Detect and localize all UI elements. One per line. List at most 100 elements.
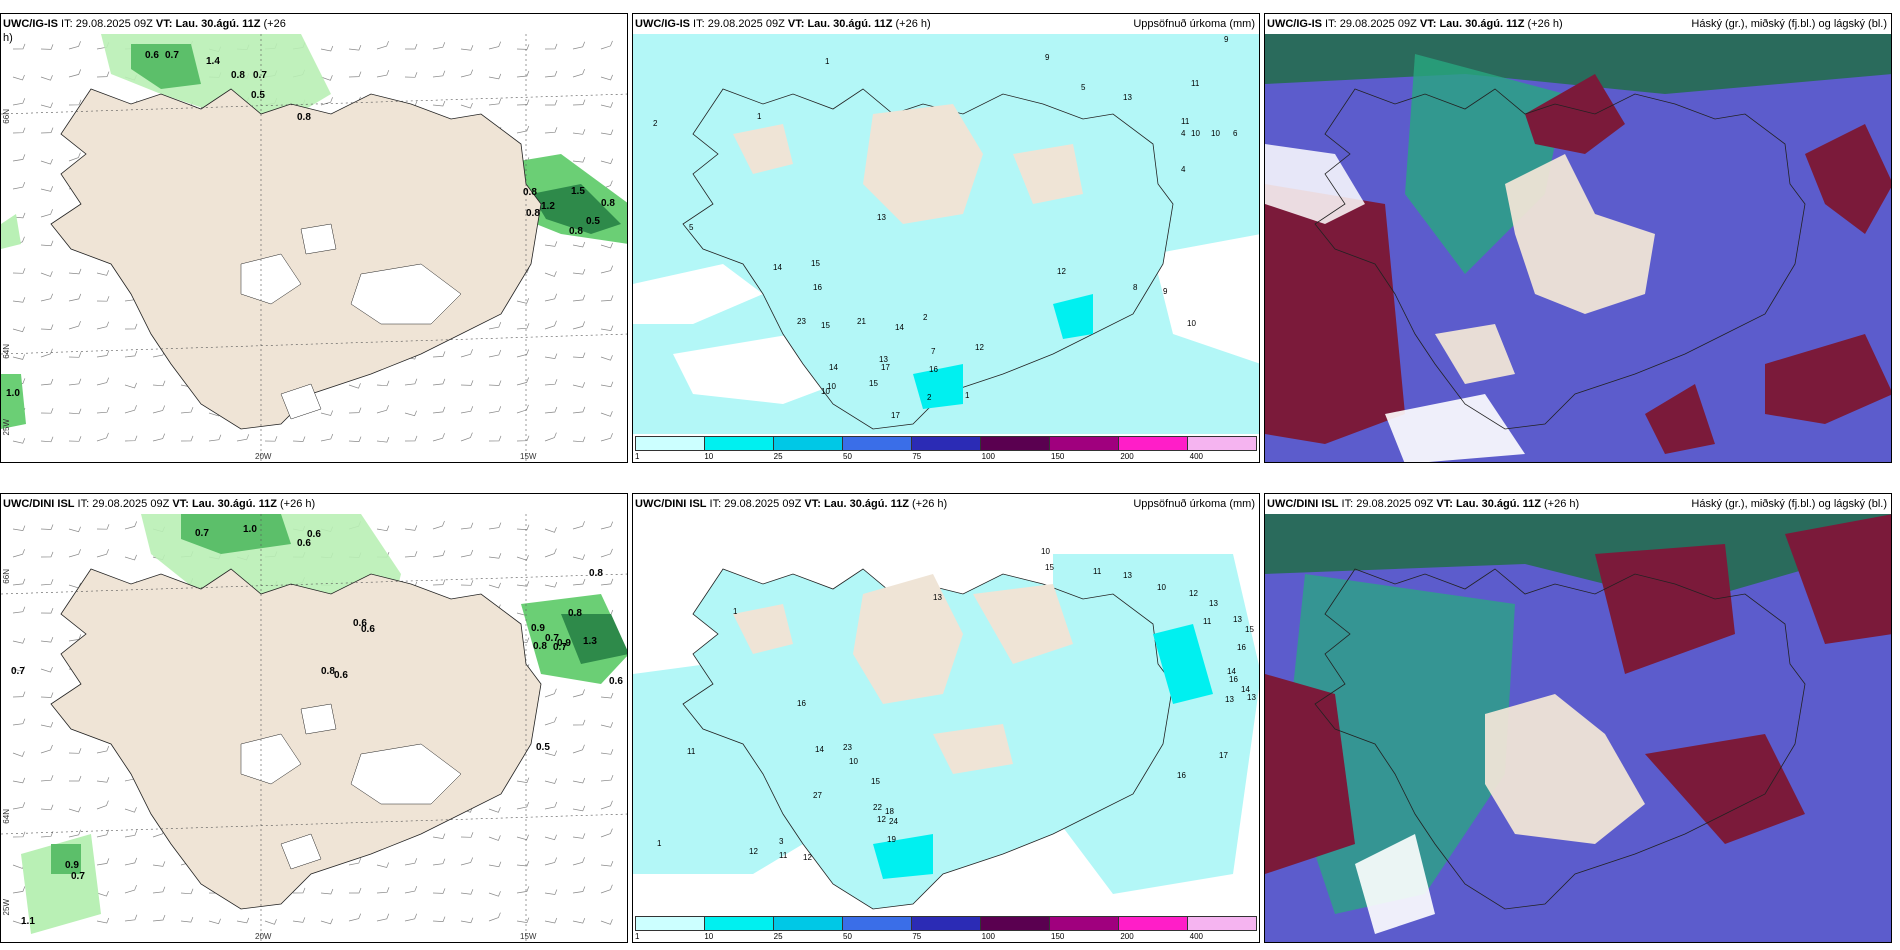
wind-barb [96, 296, 110, 302]
colorbar-swatch [912, 437, 981, 450]
colorbar-swatch [1119, 917, 1188, 930]
wind-barb [12, 154, 26, 162]
wind-barb [544, 581, 558, 588]
precip-value-label: 13 [1209, 599, 1218, 608]
wind-barb [572, 99, 586, 106]
colorbar-label: 50 [843, 452, 852, 461]
precip-value-label: 1.4 [206, 56, 220, 67]
wind-barb [96, 777, 110, 783]
wind-barb [544, 353, 558, 359]
wind-barb [348, 913, 362, 922]
wind-barb [572, 241, 586, 248]
colorbar-swatch [1188, 917, 1256, 930]
colorbar-label: 150 [1051, 452, 1065, 461]
wind-barb [488, 891, 501, 897]
panel-header: UWC/IG-IS IT: 29.08.2025 09Z VT: Lau. 30… [633, 14, 1259, 34]
precip-value-label: 0.7 [545, 633, 559, 644]
wind-barb [68, 806, 81, 813]
precip-value-label: 0.6 [353, 618, 367, 629]
precip-value-label: 10 [1191, 129, 1200, 138]
wind-barb [516, 404, 529, 414]
wind-barb [432, 550, 446, 558]
wind-barb [544, 801, 558, 810]
wind-barb [320, 410, 334, 416]
colorbar-swatch [981, 917, 1050, 930]
wind-barb [40, 127, 54, 134]
wind-barb [376, 40, 389, 50]
wind-barb [544, 241, 558, 247]
colorbar-label: 1 [635, 932, 640, 941]
wind-barb [404, 378, 418, 386]
wind-barb [124, 323, 138, 330]
wind-barb [544, 271, 557, 277]
wind-barb [460, 380, 474, 386]
wind-barb [12, 525, 26, 531]
colorbar-swatch [1050, 917, 1119, 930]
precip-value-label: 12 [1057, 267, 1066, 276]
lon-label-15w: 15W [520, 452, 537, 461]
wind-barb [600, 433, 613, 442]
colorbar-swatch [1050, 437, 1119, 450]
wind-barb [40, 721, 54, 728]
precip-value-label: 24 [889, 817, 898, 826]
wind-barb [488, 522, 502, 530]
wind-barb [12, 268, 26, 274]
precip-value-label: 0.8 [321, 666, 335, 677]
wind-barb [572, 321, 586, 330]
precip-value-label: 0.7 [553, 642, 567, 653]
wind-barb [572, 436, 586, 443]
wind-barb [40, 775, 54, 782]
lat-label-25w: 25W [2, 899, 11, 916]
precip-value-label: 0.5 [251, 90, 265, 101]
wind-barb [124, 914, 138, 922]
wind-barb [124, 382, 137, 389]
wind-barb [40, 666, 53, 673]
precip-value-label: 0.9 [531, 623, 545, 634]
colorbar-label: 1 [635, 452, 640, 461]
wind-barb [40, 378, 54, 386]
wind-barb [68, 408, 82, 415]
colorbar-label: 150 [1051, 932, 1065, 941]
wind-barb [572, 578, 586, 586]
wind-barb [544, 834, 557, 841]
precip-value-label: 12 [749, 847, 758, 856]
wind-barb [292, 436, 306, 442]
wind-barb [376, 69, 390, 78]
precip-value-label: 0.8 [523, 187, 537, 198]
colorbar-swatch [981, 437, 1050, 450]
wind-barb [236, 434, 250, 442]
precip-value-label: 16 [797, 699, 806, 708]
colorbar-label: 10 [704, 932, 714, 941]
wind-barb [320, 45, 334, 52]
precip-values: 1015111310121311131516121416131413171611… [657, 547, 1256, 862]
wind-barb [12, 802, 26, 810]
wind-barb [68, 378, 82, 386]
wind-barb [376, 436, 390, 443]
wind-barb [516, 99, 530, 106]
wind-barb [572, 917, 586, 924]
colorbar-label: 75 [912, 932, 922, 941]
precip-value-label: 21 [857, 317, 866, 326]
wind-barb [12, 638, 26, 644]
wind-barb [152, 433, 166, 442]
precip-value-label: 1.0 [243, 524, 257, 535]
wind-barb [292, 917, 306, 923]
precip-value-label: 11 [1191, 79, 1200, 88]
colorbar-label: 10 [704, 452, 714, 461]
wind-barb [40, 692, 54, 698]
wind-barb [376, 887, 390, 894]
wind-barb [488, 41, 502, 50]
precip-value-label: 5 [689, 223, 694, 232]
wind-barb [124, 405, 137, 414]
wind-barb [96, 549, 109, 558]
precip-value-label: 2 [923, 313, 928, 322]
precip-value-label: 0.7 [11, 666, 25, 677]
precip-value-label: 1 [757, 112, 762, 121]
wind-barb [404, 435, 418, 442]
wind-barb [69, 775, 82, 782]
precip-value-label: 0.7 [195, 528, 209, 539]
wind-barb [600, 242, 613, 249]
precip-value-label: 6 [1233, 129, 1238, 138]
precip-value-label: 11 [687, 747, 696, 756]
wind-barb [320, 888, 334, 895]
